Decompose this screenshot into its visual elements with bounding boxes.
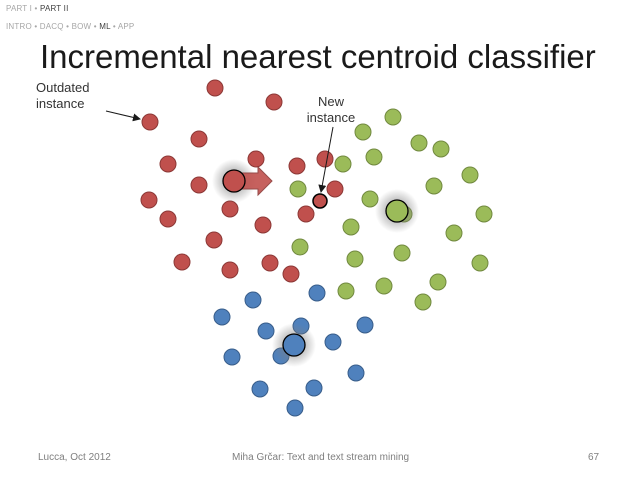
green-point <box>354 123 372 141</box>
green-point <box>414 293 432 311</box>
breadcrumb-bow: BOW <box>71 22 92 31</box>
green-point <box>384 108 402 126</box>
centroid-shift-arrow <box>241 165 273 197</box>
blue-point <box>257 322 275 340</box>
breadcrumb-separator: • <box>34 22 38 31</box>
red-point <box>326 180 344 198</box>
red-point <box>282 265 300 283</box>
green-point <box>432 140 450 158</box>
blue-point <box>244 291 262 309</box>
new-instance-point <box>312 193 328 209</box>
green-point <box>429 273 447 291</box>
breadcrumb-separator: • <box>93 22 97 31</box>
blue-point <box>356 316 374 334</box>
blue-point <box>324 333 342 351</box>
breadcrumb-dacq: DACQ <box>39 22 64 31</box>
breadcrumb-separator: • <box>34 4 38 13</box>
new-label-line2: instance <box>306 110 356 125</box>
breadcrumb-separator: • <box>66 22 70 31</box>
breadcrumb-part-1: PART I <box>6 4 33 13</box>
green-point <box>342 218 360 236</box>
green-point <box>393 244 411 262</box>
breadcrumb-separator: • <box>112 22 116 31</box>
blue-point <box>286 399 304 417</box>
red-point <box>265 93 283 111</box>
new-instance-label: New instance <box>300 94 362 126</box>
blue-point <box>305 379 323 397</box>
red-point <box>173 253 191 271</box>
green-point <box>471 254 489 272</box>
green-points <box>289 108 493 311</box>
red-point <box>221 261 239 279</box>
red-point <box>140 191 158 209</box>
blue-point <box>347 364 365 382</box>
red-points <box>140 79 344 283</box>
green-point <box>346 250 364 268</box>
red-point <box>316 150 334 168</box>
outdated-label-line1: Outdated <box>36 80 90 95</box>
breadcrumb-parts: PART I • PART II <box>6 4 69 13</box>
red-point <box>247 150 265 168</box>
green-point <box>461 166 479 184</box>
breadcrumb-app: APP <box>117 22 135 31</box>
blue-centroid <box>282 333 306 357</box>
green-centroid <box>385 199 409 223</box>
blue-point <box>213 308 231 326</box>
green-point <box>334 155 352 173</box>
green-point <box>445 224 463 242</box>
page-number: 67 <box>588 452 600 463</box>
red-point <box>159 210 177 228</box>
red-point <box>254 216 272 234</box>
red-point <box>205 231 223 249</box>
blue-point <box>223 348 241 366</box>
red-point <box>141 113 159 131</box>
green-point <box>337 282 355 300</box>
blue-point <box>251 380 269 398</box>
green-point <box>425 177 443 195</box>
red-point <box>206 79 224 97</box>
breadcrumb-sections: INTRO • DACQ • BOW • ML • APP <box>6 22 134 31</box>
red-point <box>221 200 239 218</box>
red-point <box>288 157 306 175</box>
green-point <box>291 238 309 256</box>
red-point <box>261 254 279 272</box>
centroids <box>212 159 419 367</box>
breadcrumb-part-2: PART II <box>40 4 69 13</box>
green-point <box>289 180 307 198</box>
green-point <box>375 277 393 295</box>
red-point <box>159 155 177 173</box>
green-point <box>365 148 383 166</box>
green-point <box>361 190 379 208</box>
new-label-line1: New <box>317 94 344 109</box>
breadcrumb-ml: ML <box>99 22 111 31</box>
slide-title: Incremental nearest centroid classifier <box>40 38 596 75</box>
new-instance-arrow <box>318 126 334 193</box>
red-point <box>190 130 208 148</box>
red-point <box>297 205 315 223</box>
footer-location-date: Lucca, Oct 2012 <box>38 452 111 463</box>
red-centroid <box>222 169 246 193</box>
red-point <box>190 176 208 194</box>
footer-author: Miha Grčar: Text and text stream mining <box>232 452 410 463</box>
breadcrumb-intro: INTRO <box>6 22 32 31</box>
green-point <box>475 205 493 223</box>
green-point <box>410 134 428 152</box>
outdated-instance-label: Outdated instance <box>36 80 90 112</box>
outdated-label-line2: instance <box>36 96 85 111</box>
blue-point <box>308 284 326 302</box>
outdated-arrow <box>105 110 141 122</box>
